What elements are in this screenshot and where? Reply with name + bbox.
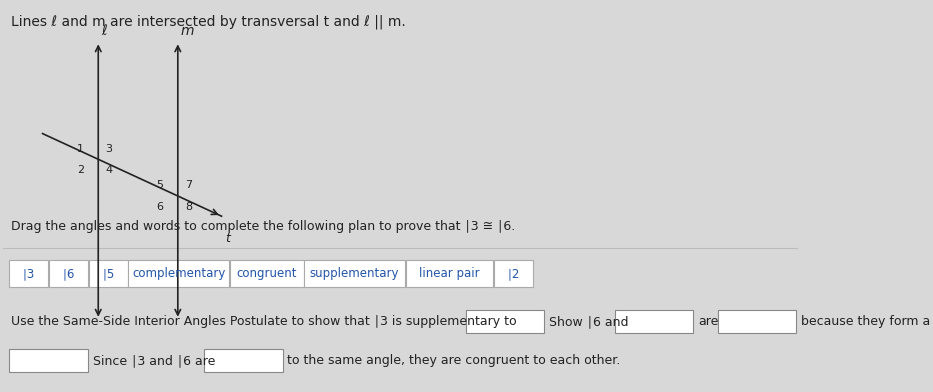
- FancyBboxPatch shape: [406, 260, 493, 287]
- Text: linear pair: linear pair: [419, 267, 480, 280]
- Text: ∣2: ∣2: [507, 267, 520, 280]
- Text: m: m: [181, 24, 194, 38]
- Text: 8: 8: [185, 201, 192, 212]
- Text: 6: 6: [157, 201, 163, 212]
- Text: 7: 7: [185, 180, 192, 191]
- FancyBboxPatch shape: [230, 260, 303, 287]
- Text: supplementary: supplementary: [310, 267, 399, 280]
- FancyBboxPatch shape: [466, 310, 545, 333]
- Text: ∣6: ∣6: [62, 267, 75, 280]
- Text: 3: 3: [105, 144, 112, 154]
- Text: because they form a: because they form a: [801, 315, 930, 328]
- Text: Since ∣3 and ∣6 are: Since ∣3 and ∣6 are: [92, 354, 215, 367]
- Text: ℓ: ℓ: [102, 24, 107, 38]
- Text: Drag the angles and words to complete the following plan to prove that ∣3 ≅ ∣6.: Drag the angles and words to complete th…: [11, 220, 515, 233]
- FancyBboxPatch shape: [494, 260, 533, 287]
- FancyBboxPatch shape: [304, 260, 405, 287]
- Text: 4: 4: [105, 165, 113, 175]
- FancyBboxPatch shape: [9, 260, 49, 287]
- Text: t: t: [226, 232, 230, 245]
- Text: ∣3: ∣3: [22, 267, 35, 280]
- FancyBboxPatch shape: [89, 260, 128, 287]
- FancyBboxPatch shape: [204, 349, 283, 372]
- Text: 2: 2: [77, 165, 84, 175]
- FancyBboxPatch shape: [49, 260, 88, 287]
- Text: 1: 1: [77, 144, 84, 154]
- Text: Lines ℓ and m are intersected by transversal t and ℓ || m.: Lines ℓ and m are intersected by transve…: [11, 15, 406, 29]
- Text: ∣5: ∣5: [102, 267, 115, 280]
- Text: to the same angle, they are congruent to each other.: to the same angle, they are congruent to…: [287, 354, 620, 367]
- FancyBboxPatch shape: [9, 349, 88, 372]
- Text: congruent: congruent: [236, 267, 297, 280]
- Text: Use the Same-Side Interior Angles Postulate to show that ∣3 is supplementary to: Use the Same-Side Interior Angles Postul…: [11, 315, 516, 328]
- FancyBboxPatch shape: [129, 260, 230, 287]
- FancyBboxPatch shape: [717, 310, 797, 333]
- Text: 5: 5: [157, 180, 163, 191]
- FancyBboxPatch shape: [615, 310, 693, 333]
- Text: Show ∣6 and: Show ∣6 and: [550, 315, 629, 328]
- Text: are: are: [698, 315, 718, 328]
- Text: complementary: complementary: [132, 267, 226, 280]
